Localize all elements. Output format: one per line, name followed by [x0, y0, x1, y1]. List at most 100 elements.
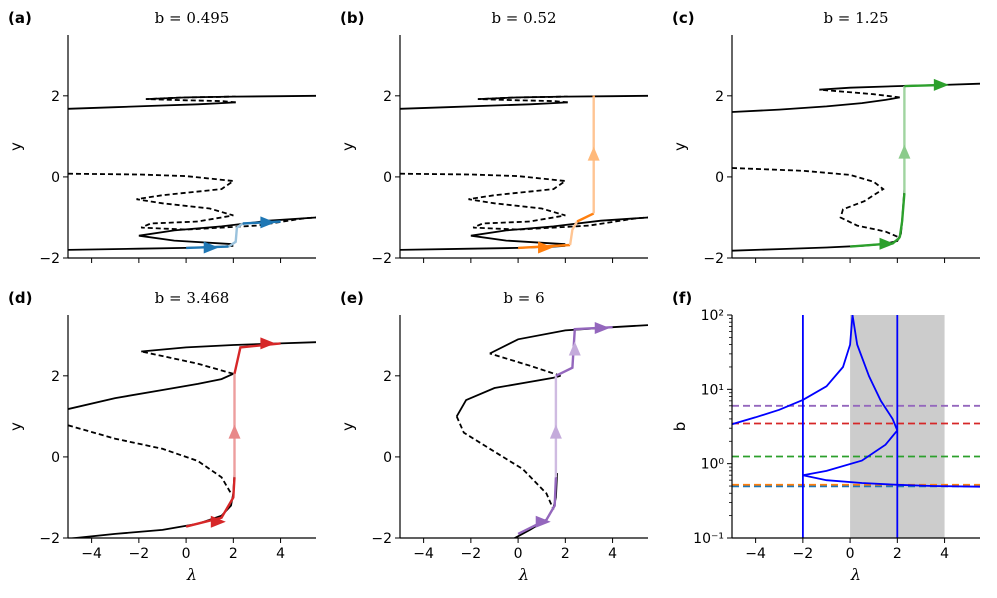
trajectory-arrow	[898, 144, 911, 159]
series-stable-lower	[732, 189, 906, 252]
y-tick-label: 0	[715, 170, 724, 186]
x-tick-label: 2	[561, 546, 570, 562]
x-tick-label: 4	[940, 546, 949, 562]
series-unstable-upper	[819, 88, 900, 99]
trajectory-ride	[555, 326, 613, 377]
plot-area-d	[68, 337, 316, 538]
series-stable-upper-2	[145, 94, 316, 100]
series-stable-upper-2	[141, 341, 316, 353]
y-tick-label: 10⁻¹	[693, 531, 724, 547]
x-axis-label-f: λ	[850, 565, 861, 584]
trajectory-jump	[227, 222, 244, 248]
x-tick-label: 4	[608, 546, 617, 562]
x-tick-label: 4	[276, 546, 285, 562]
trajectory-approach	[517, 477, 558, 535]
y-tick-label: 2	[383, 369, 392, 385]
plot-area-f	[732, 315, 980, 538]
y-tick-label: 0	[51, 450, 60, 466]
series-unstable-middle	[455, 416, 555, 510]
trajectory-arrow	[260, 216, 276, 229]
panel-title-d: b = 3.468	[155, 289, 230, 307]
series-unstable-middle	[68, 424, 232, 494]
y-tick-label: −2	[371, 531, 392, 547]
trajectory-ride	[898, 193, 906, 238]
series-stable-upper-2	[477, 94, 648, 100]
trajectory-jump1	[568, 220, 579, 246]
panel-title-a: b = 0.495	[155, 9, 230, 27]
y-tick-label: −2	[39, 531, 60, 547]
panel-label-a: (a)	[8, 9, 32, 27]
x-tick-label: −4	[413, 546, 434, 562]
series-unstable-s	[400, 172, 648, 231]
curve-right-branch	[851, 315, 899, 431]
series-stable-lower-return	[470, 216, 648, 246]
panel-e: (e) b = 6 −4 −2 0 2 4 −2 0 2 y λ	[339, 289, 648, 584]
plot-area-e	[455, 321, 648, 538]
series-stable-upper	[455, 374, 561, 417]
panel-b: (b) b = 0.52 −2 0 2 y	[339, 9, 648, 267]
x-tick-label: −2	[793, 546, 814, 562]
panel-label-b: (b)	[340, 9, 364, 27]
trajectory-arrow	[260, 337, 276, 350]
series-unstable-s	[732, 167, 901, 239]
trajectory-arrow	[594, 321, 610, 334]
y-tick-label: 2	[51, 89, 60, 105]
y-tick-label: 2	[383, 89, 392, 105]
series-stable-lower	[68, 473, 236, 538]
panel-a: (a) b = 0.495 −2 0 2 y	[7, 9, 316, 267]
trajectory-arrow	[568, 341, 581, 356]
x-tick-label: 0	[514, 546, 523, 562]
plot-area-b	[400, 94, 648, 254]
y-axis-label-d: y	[7, 422, 25, 431]
trajectory-arrow	[879, 237, 895, 250]
trajectory-ride	[233, 342, 281, 375]
y-axis-label-e: y	[339, 422, 357, 431]
curve-left-asymptote	[732, 315, 854, 426]
trajectory-arrow	[549, 424, 562, 439]
panel-f: (f) −4 −2 0 2 4 10⁻¹ 10⁰ 10¹ 10² b λ	[671, 289, 980, 584]
trajectory-arrow	[535, 515, 551, 528]
x-axis-label-e: λ	[518, 565, 529, 584]
plot-area-a	[68, 94, 316, 254]
trajectory-arrow	[933, 78, 949, 91]
panel-label-f: (f)	[672, 289, 692, 307]
x-tick-label: −2	[129, 546, 150, 562]
series-stable-upper	[68, 372, 234, 410]
trajectory-ride	[576, 212, 595, 223]
series-stable-upper	[732, 96, 900, 113]
series-unstable-upper	[141, 350, 234, 375]
series-stable-upper-2	[819, 82, 980, 91]
trajectory-approach	[850, 236, 901, 248]
y-tick-label: 2	[715, 89, 724, 105]
panel-d: (d) b = 3.468 −4 −2 0 2 4 −2 0 2 y λ	[7, 289, 316, 584]
y-tick-label: 0	[383, 450, 392, 466]
plot-area-c	[732, 78, 980, 252]
y-axis-label-a: y	[7, 142, 25, 151]
y-tick-label: 10²	[701, 308, 724, 324]
y-tick-label: 10¹	[701, 382, 724, 398]
series-unstable-upper	[489, 352, 561, 377]
trajectory-arrow	[538, 241, 554, 254]
y-tick-label: −2	[371, 251, 392, 267]
panel-label-e: (e)	[340, 289, 364, 307]
panel-label-d: (d)	[8, 289, 32, 307]
trajectory-arrow	[210, 515, 226, 528]
curve-cusp-tail	[802, 474, 980, 488]
panel-c: (c) b = 1.25 −2 0 2 y	[671, 9, 980, 267]
series-stable-upper	[400, 101, 568, 110]
series-stable-upper	[68, 101, 236, 110]
y-tick-label: −2	[39, 251, 60, 267]
x-tick-label: −4	[81, 546, 102, 562]
y-tick-label: 10⁰	[701, 457, 725, 473]
x-tick-label: 2	[229, 546, 238, 562]
x-tick-label: 0	[182, 546, 191, 562]
panel-title-e: b = 6	[503, 289, 544, 307]
x-tick-label: 0	[846, 546, 855, 562]
x-tick-label: −2	[461, 546, 482, 562]
series-stable-upper-2	[489, 324, 648, 355]
trajectory-arrow	[203, 241, 219, 254]
trajectory-arrow	[228, 424, 241, 439]
y-tick-label: 2	[51, 369, 60, 385]
trajectory-arrow	[587, 146, 600, 161]
panel-label-c: (c)	[672, 9, 695, 27]
